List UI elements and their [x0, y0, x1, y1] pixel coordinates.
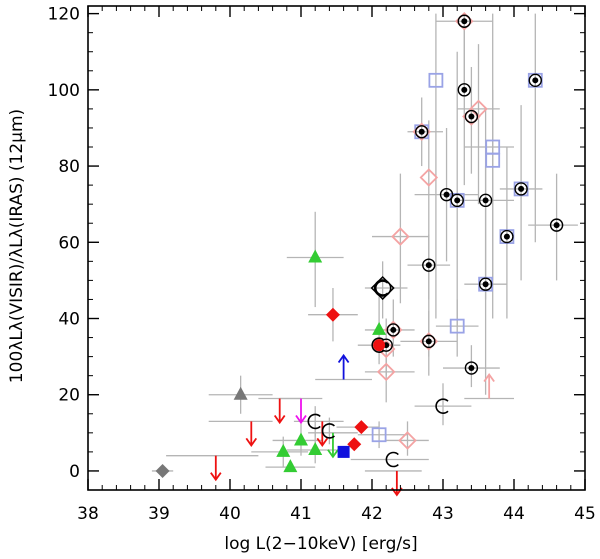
- dot-ring-marker: [478, 277, 493, 291]
- dot-marker: [418, 128, 425, 135]
- dot-ring-marker: [422, 258, 436, 272]
- filled-square-marker: [337, 445, 350, 458]
- c-marker: [375, 280, 389, 296]
- y-axis-label: 100λLλ(VISIR)/λLλ(IRAS) (12μm): [7, 109, 27, 383]
- dot-marker: [482, 197, 489, 204]
- dot-marker: [518, 185, 525, 192]
- triangle-marker: [233, 386, 248, 400]
- x-tick-label: 42: [361, 504, 383, 524]
- y-tick-label: 80: [58, 157, 80, 177]
- filled-diamond-marker: [354, 420, 369, 435]
- plot-frame: [87, 5, 586, 491]
- filled-diamond-marker: [325, 307, 340, 322]
- dot-marker: [482, 281, 489, 288]
- lower-limit-arrow-head: [483, 372, 495, 383]
- x-tick-label: 43: [432, 504, 454, 524]
- upper-limit-arrow-head: [245, 437, 258, 447]
- triangle-marker: [283, 459, 298, 473]
- lower-limit-arrow-head: [337, 353, 350, 364]
- x-tick-label: 40: [219, 504, 241, 524]
- x-tick-label: 45: [574, 504, 596, 524]
- open-diamond-marker: [391, 227, 410, 246]
- open-diamond-marker: [419, 168, 439, 187]
- upper-limit-arrow-head: [295, 415, 307, 425]
- highlight-circle: [373, 279, 392, 297]
- data-markers: [155, 11, 564, 478]
- axis-ticks: [87, 6, 586, 491]
- triangle-marker: [372, 321, 387, 335]
- dot-marker: [425, 338, 432, 345]
- x-tick-labels: 38 39 40 41 42 43 44 45: [77, 504, 596, 524]
- c-marker: [435, 398, 449, 414]
- dot-marker: [553, 222, 560, 229]
- dot-ring-marker: [415, 125, 429, 139]
- x-axis-label: log L(2−10keV) [erg/s]: [224, 534, 417, 554]
- dot-marker: [532, 77, 539, 84]
- upper-limit-arrow-head: [327, 449, 339, 459]
- y-tick-labels: 0 20 40 60 80 100 120: [48, 5, 80, 482]
- upper-limit-arrow-head: [210, 472, 222, 482]
- dot-ring-marker: [386, 323, 400, 337]
- open-diamond-marker: [398, 431, 417, 450]
- open-square-marker: [428, 72, 444, 88]
- triangle-marker: [294, 432, 308, 446]
- y-tick-label: 60: [58, 233, 80, 253]
- dot-marker: [390, 326, 397, 333]
- filled-diamond-marker: [155, 463, 170, 478]
- x-tick-label: 44: [503, 504, 525, 524]
- triangle-marker: [308, 441, 323, 455]
- upper-limit-arrow-head: [316, 437, 329, 447]
- y-tick-label: 100: [48, 81, 80, 101]
- dot-ring-marker: [439, 187, 454, 202]
- y-tick-label: 120: [48, 5, 80, 25]
- dot-ring-marker: [464, 109, 479, 124]
- triangle-marker: [276, 443, 291, 457]
- open-square-marker: [485, 152, 501, 168]
- dot-marker: [454, 197, 461, 204]
- dot-marker: [461, 86, 468, 93]
- open-square-marker: [449, 318, 465, 334]
- open-diamond-marker: [376, 362, 396, 382]
- filled-circle-marker: [373, 339, 386, 352]
- triangle-marker: [308, 249, 323, 263]
- y-tick-label: 20: [58, 386, 80, 406]
- filled-diamond-marker: [347, 437, 362, 452]
- dot-marker: [461, 18, 468, 25]
- y-tick-label: 40: [58, 310, 80, 330]
- dot-ring-marker: [478, 193, 493, 208]
- dot-marker: [468, 365, 475, 372]
- upper-limit-arrow-head: [273, 415, 286, 425]
- dot-ring-marker: [528, 73, 542, 88]
- open-square-marker: [371, 427, 387, 443]
- dot-ring-marker: [464, 361, 479, 375]
- x-tick-label: 39: [148, 504, 170, 524]
- c-marker: [371, 337, 385, 353]
- dot-marker: [503, 233, 510, 240]
- dot-marker: [425, 262, 432, 269]
- c-marker: [321, 423, 335, 439]
- dot-ring-marker: [457, 14, 471, 28]
- dot-ring-marker: [422, 334, 436, 349]
- x-tick-label: 41: [290, 504, 312, 524]
- dot-ring-marker: [549, 218, 564, 232]
- dot-ring-marker: [514, 182, 528, 196]
- dot-marker: [443, 191, 450, 198]
- limit-arrows: [210, 353, 495, 497]
- dot-marker: [468, 113, 475, 120]
- y-tick-label: 0: [69, 462, 80, 482]
- c-marker: [307, 413, 321, 430]
- dot-ring-marker: [457, 83, 471, 97]
- c-marker: [385, 451, 399, 468]
- dot-ring-marker: [450, 193, 464, 208]
- dot-ring-marker: [500, 229, 514, 244]
- x-tick-label: 38: [77, 504, 99, 524]
